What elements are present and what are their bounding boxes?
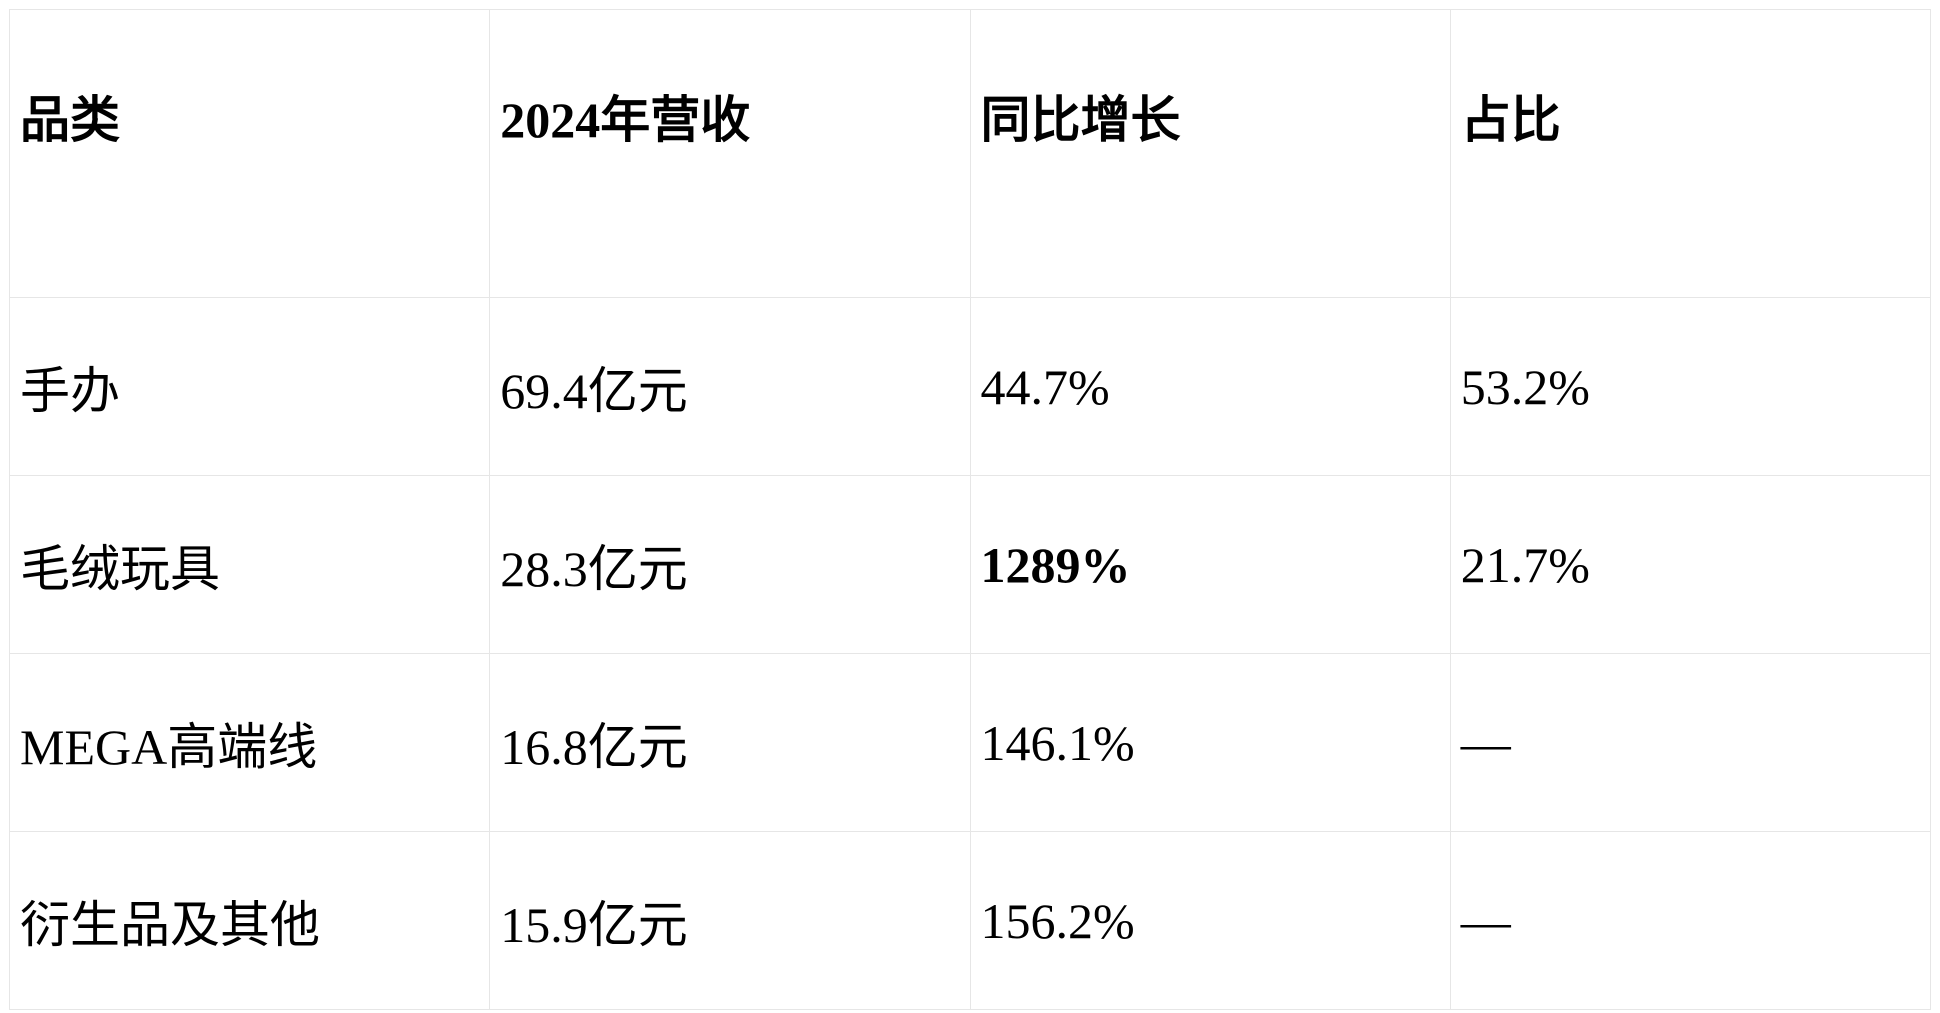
cell-yoy-growth: 1289%	[969, 475, 1451, 654]
table-row: 毛绒玩具 28.3亿元 1289% 21.7%	[8, 475, 1932, 654]
header-row: 品类 2024年营收 同比增长 占比	[8, 9, 1932, 298]
header-yoy-growth: 同比增长	[969, 9, 1451, 298]
cell-share: —	[1449, 653, 1932, 832]
header-category: 品类	[8, 9, 491, 298]
cell-yoy-growth: 146.1%	[969, 653, 1451, 832]
cell-share: 21.7%	[1449, 475, 1932, 654]
cell-revenue: 28.3亿元	[489, 475, 971, 654]
cell-yoy-growth: 156.2%	[969, 831, 1451, 1010]
cell-category: 毛绒玩具	[8, 475, 491, 654]
table-row: MEGA高端线 16.8亿元 146.1% —	[8, 653, 1932, 832]
revenue-table: 品类 2024年营收 同比增长 占比 手办 69.4亿元 44.7% 53.2%…	[8, 9, 1932, 1010]
cell-category: MEGA高端线	[8, 653, 491, 832]
cell-revenue: 15.9亿元	[489, 831, 971, 1010]
cell-share: 53.2%	[1449, 297, 1932, 476]
cell-share: —	[1449, 831, 1932, 1010]
header-revenue: 2024年营收	[489, 9, 971, 298]
cell-revenue: 69.4亿元	[489, 297, 971, 476]
cell-category: 手办	[8, 297, 491, 476]
cell-category: 衍生品及其他	[8, 831, 491, 1010]
table-row: 衍生品及其他 15.9亿元 156.2% —	[8, 831, 1932, 1010]
cell-revenue: 16.8亿元	[489, 653, 971, 832]
table-row: 手办 69.4亿元 44.7% 53.2%	[8, 297, 1932, 476]
cell-yoy-growth: 44.7%	[969, 297, 1451, 476]
header-share: 占比	[1449, 9, 1932, 298]
